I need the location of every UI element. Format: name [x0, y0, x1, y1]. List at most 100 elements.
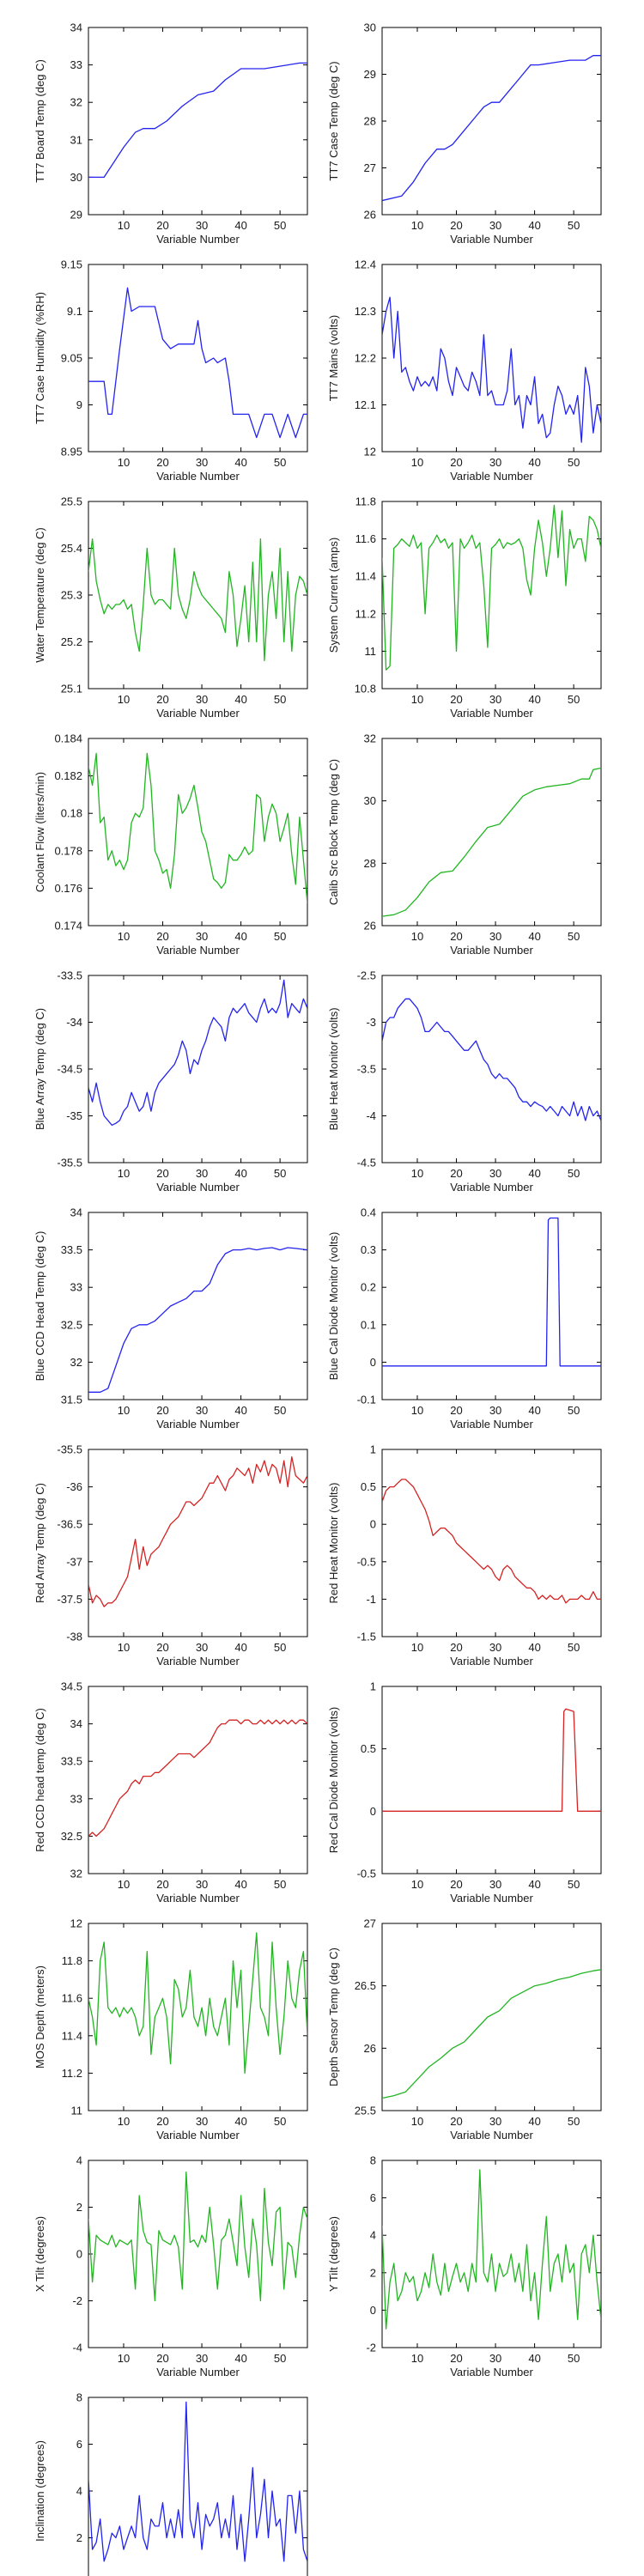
- y-tick-label: 29: [70, 209, 82, 222]
- y-tick-label: -35.5: [57, 1443, 82, 1456]
- x-tick-label: 50: [274, 1167, 286, 1180]
- y-tick-label: 11.8: [62, 1954, 82, 1967]
- x-tick-label: 20: [450, 456, 462, 469]
- chart-panel: 10 20 30 40 50 11 11.2 11.4 11.6 11.8 12 Variable N…: [33, 1917, 308, 2142]
- x-axis-label: Variable Number: [156, 470, 240, 483]
- y-tick-label: 12: [364, 446, 376, 459]
- y-tick-label: 9.15: [61, 258, 82, 271]
- x-tick-label: 40: [528, 693, 540, 706]
- x-tick-label: 20: [450, 693, 462, 706]
- x-axis-label: Variable Number: [450, 2366, 533, 2379]
- x-tick-label: 50: [568, 693, 580, 706]
- x-tick-label: 10: [411, 1404, 423, 1417]
- x-tick-label: 30: [489, 1878, 501, 1891]
- x-tick-label: 10: [118, 456, 130, 469]
- y-tick-label: 9.1: [67, 305, 82, 318]
- x-tick-label: 10: [411, 1167, 423, 1180]
- x-axis-label: Variable Number: [156, 1181, 240, 1194]
- plot-frame: [88, 1686, 308, 1874]
- x-axis-label: Variable Number: [450, 233, 533, 246]
- x-tick-label: 30: [489, 693, 501, 706]
- x-tick-label: 30: [196, 930, 208, 943]
- y-axis-label: TT7 Board Temp (deg C): [33, 59, 46, 183]
- x-tick-label: 20: [156, 930, 168, 943]
- x-tick-label: 50: [274, 930, 286, 943]
- y-tick-label: -0.5: [357, 1868, 376, 1880]
- x-tick-label: 40: [528, 456, 540, 469]
- y-tick-label: 29: [364, 68, 376, 81]
- plot-frame: [88, 2160, 308, 2348]
- y-axis-label: System Current (amps): [327, 538, 340, 653]
- x-tick-label: 20: [156, 219, 168, 232]
- y-tick-label: 11.4: [355, 570, 376, 583]
- x-axis-label: Variable Number: [156, 233, 240, 246]
- y-tick-label: -2.5: [357, 969, 376, 982]
- series-line: [88, 752, 307, 903]
- y-tick-label: 25.4: [61, 542, 82, 555]
- series-line: [88, 1719, 307, 1838]
- x-tick-label: 40: [234, 219, 246, 232]
- x-tick-label: 10: [118, 1878, 130, 1891]
- y-tick-label: 30: [364, 21, 376, 34]
- x-tick-label: 10: [118, 930, 130, 943]
- x-tick-label: 10: [411, 2115, 423, 2128]
- x-tick-label: 20: [156, 1404, 168, 1417]
- y-tick-label: 34.5: [61, 1680, 82, 1693]
- x-axis-label: Variable Number: [450, 1181, 533, 1194]
- y-tick-label: 33.5: [61, 1243, 82, 1256]
- x-tick-label: 10: [411, 219, 423, 232]
- plot-frame: [381, 738, 602, 927]
- chart-panel: 10 20 30 40 50 -0.1 0 0.1 0.2 0.3 0.4 Variable Numb…: [327, 1206, 602, 1431]
- y-axis-label: Y Tilt (degrees): [327, 2216, 340, 2292]
- x-tick-label: 20: [450, 219, 462, 232]
- y-tick-label: 28: [364, 857, 376, 870]
- plot-frame: [88, 1212, 308, 1400]
- x-tick-label: 10: [118, 2352, 130, 2365]
- y-tick-label: 30: [70, 171, 82, 184]
- x-axis-label: Variable Number: [450, 707, 533, 720]
- y-tick-label: 4: [76, 2485, 82, 2498]
- y-tick-label: 8.95: [61, 446, 82, 459]
- x-tick-label: 40: [528, 2115, 540, 2128]
- y-tick-label: -34.5: [57, 1063, 82, 1076]
- y-tick-label: 25.5: [61, 495, 82, 508]
- chart-panel: 10 20 30 40 50 31.5 32 32.5 33 33.5 34 Variable Num…: [33, 1206, 308, 1431]
- y-tick-label: 8: [76, 2391, 82, 2404]
- series-line: [382, 1479, 601, 1604]
- x-tick-label: 50: [274, 693, 286, 706]
- x-tick-label: 50: [568, 1167, 580, 1180]
- y-axis-label: Depth Sensor Temp (deg C): [327, 1947, 340, 2087]
- x-tick-label: 40: [528, 219, 540, 232]
- y-tick-label: 26: [364, 920, 376, 933]
- x-tick-label: 30: [489, 2352, 501, 2365]
- y-tick-label: 12.2: [355, 352, 376, 365]
- x-tick-label: 50: [568, 930, 580, 943]
- y-tick-label: 6: [76, 2438, 82, 2451]
- chart-panel: 102030405002468Variable NumberInclinatio…: [33, 2391, 308, 2576]
- x-axis-label: Variable Number: [450, 1655, 533, 1668]
- y-tick-label: 0.174: [54, 920, 82, 933]
- x-tick-label: 10: [118, 693, 130, 706]
- plot-frame: [88, 1449, 308, 1637]
- series-line: [88, 1456, 307, 1607]
- y-tick-label: 9.05: [61, 352, 82, 365]
- x-tick-label: 20: [450, 1167, 462, 1180]
- x-tick-label: 40: [528, 1167, 540, 1180]
- y-tick-label: 0.18: [61, 807, 82, 820]
- x-tick-label: 30: [196, 693, 208, 706]
- chart-panel: 10 20 30 40 50 26 28 30 32 Variable Number Calib S…: [327, 732, 602, 957]
- chart-panel: 10 20 30 40 50 -0.5 0 0.5 1 Variable Number Red Ca…: [327, 1680, 602, 1905]
- chart-panel: 10 20 30 40 50 -38 -37.5 -37 -36.5 -36 -35.5 Variab…: [33, 1443, 308, 1668]
- x-tick-label: 40: [528, 930, 540, 943]
- plot-frame: [381, 1449, 602, 1637]
- y-tick-label: 0.176: [54, 882, 82, 895]
- x-tick-label: 50: [568, 1404, 580, 1417]
- y-tick-label: 0: [370, 1805, 376, 1818]
- series-line: [88, 1247, 307, 1393]
- x-tick-label: 30: [489, 219, 501, 232]
- x-tick-label: 30: [489, 1404, 501, 1417]
- y-tick-label: 26: [364, 209, 376, 222]
- y-tick-label: 11: [71, 2105, 83, 2117]
- x-tick-label: 20: [156, 2115, 168, 2128]
